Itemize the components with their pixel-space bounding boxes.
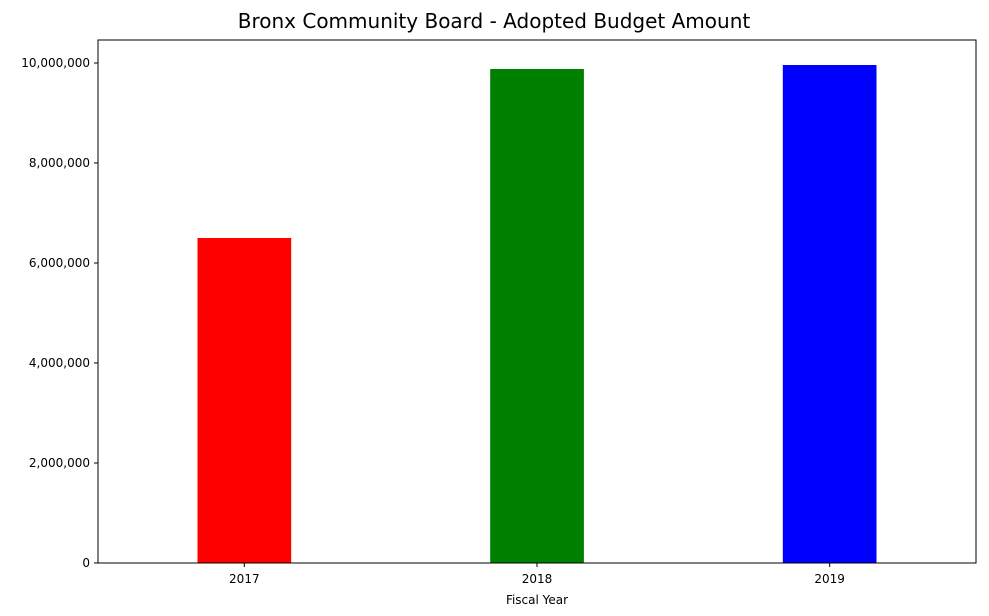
y-tick-label-4: 8,000,000 [29,156,90,170]
bars-layer [197,65,877,563]
y-tick-label-5: 10,000,000 [21,56,90,70]
y-axis: 0 2,000,000 4,000,000 6,000,000 8,000,000 10,… [21,56,98,570]
y-tick-label-3: 6,000,000 [29,256,90,270]
y-tick-label-2: 4,000,000 [29,356,90,370]
x-tick-label-2019: 2019 [814,572,845,586]
y-tick-label-0: 0 [82,556,90,570]
x-tick-label-2018: 2018 [522,572,553,586]
x-axis: 2017 2018 2019 [229,563,845,586]
chart-title: Bronx Community Board - Adopted Budget A… [238,9,751,33]
x-tick-label-2017: 2017 [229,572,260,586]
bar-2019 [782,65,877,563]
bar-2017 [197,238,292,563]
x-axis-label: Fiscal Year [506,593,568,607]
y-tick-label-1: 2,000,000 [29,456,90,470]
bar-2018 [490,69,584,563]
plot-frame [97,39,977,564]
